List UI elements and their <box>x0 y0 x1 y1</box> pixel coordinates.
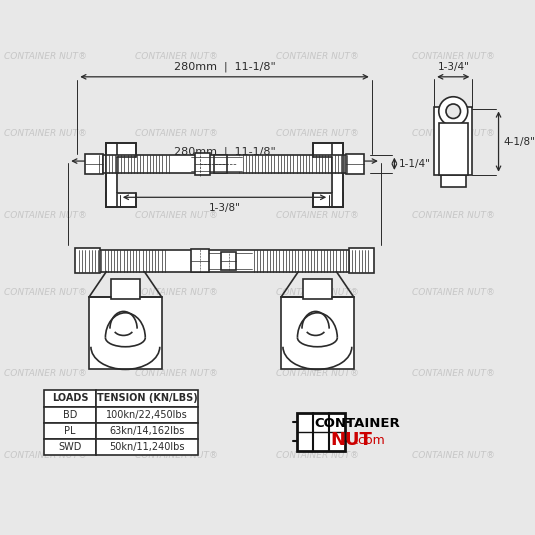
Bar <box>44 439 96 455</box>
Text: CONTAINER NUT®: CONTAINER NUT® <box>412 370 495 378</box>
Bar <box>96 390 198 407</box>
Text: 50kn/11,240lbs: 50kn/11,240lbs <box>109 442 185 452</box>
Bar <box>78 250 372 272</box>
Bar <box>434 106 472 174</box>
Text: BD: BD <box>63 410 77 419</box>
Text: CONTAINER NUT®: CONTAINER NUT® <box>135 451 218 460</box>
Bar <box>85 154 103 174</box>
Text: CONTAINER NUT®: CONTAINER NUT® <box>135 288 218 297</box>
Text: PL: PL <box>64 426 76 436</box>
Bar <box>332 143 343 207</box>
Text: CONTAINER NUT®: CONTAINER NUT® <box>276 451 359 460</box>
Text: 4-1/8": 4-1/8" <box>503 136 535 147</box>
Bar <box>44 390 96 407</box>
Text: CONTAINER NUT®: CONTAINER NUT® <box>4 52 87 62</box>
Text: CONTAINER NUT®: CONTAINER NUT® <box>276 129 359 139</box>
Text: CONTAINER NUT®: CONTAINER NUT® <box>135 129 218 139</box>
Bar <box>96 407 198 423</box>
Text: LOADS: LOADS <box>52 393 88 403</box>
Bar <box>297 413 345 451</box>
Bar <box>89 297 162 369</box>
Text: 280mm  |  11-1/8": 280mm | 11-1/8" <box>174 146 276 157</box>
Text: CONTAINER NUT®: CONTAINER NUT® <box>412 129 495 139</box>
Text: TENSION (KN/LBS): TENSION (KN/LBS) <box>97 393 197 403</box>
Text: CONTAINER NUT®: CONTAINER NUT® <box>135 211 218 220</box>
Bar <box>214 155 227 173</box>
Circle shape <box>439 97 468 126</box>
Bar <box>97 155 352 173</box>
Text: CONTAINER NUT®: CONTAINER NUT® <box>412 451 495 460</box>
Text: CONTAINER NUT®: CONTAINER NUT® <box>135 52 218 62</box>
Bar <box>349 248 374 273</box>
Bar <box>44 423 96 439</box>
Text: 280mm  |  11-1/8": 280mm | 11-1/8" <box>174 62 276 72</box>
Circle shape <box>446 104 461 118</box>
Bar <box>190 249 209 272</box>
Text: 1-1/4": 1-1/4" <box>399 159 431 169</box>
Text: CONTAINER NUT®: CONTAINER NUT® <box>4 129 87 139</box>
Bar <box>74 248 100 273</box>
Text: NUT: NUT <box>330 431 372 449</box>
Bar <box>44 407 96 423</box>
Bar <box>200 253 252 269</box>
Bar <box>106 193 136 207</box>
Bar <box>96 439 198 455</box>
Text: CONTAINER NUT®: CONTAINER NUT® <box>4 370 87 378</box>
Bar <box>346 154 364 174</box>
Bar <box>439 123 468 174</box>
Text: CONTAINER NUT®: CONTAINER NUT® <box>4 211 87 220</box>
Text: 1-3/8": 1-3/8" <box>209 203 240 213</box>
Text: CONTAINER NUT®: CONTAINER NUT® <box>4 288 87 297</box>
Text: CONTAINER NUT®: CONTAINER NUT® <box>135 370 218 378</box>
Bar <box>190 157 242 171</box>
Bar <box>195 153 210 174</box>
Text: 63kn/14,162lbs: 63kn/14,162lbs <box>109 426 185 436</box>
Text: .com: .com <box>355 434 385 447</box>
Bar <box>111 279 140 299</box>
Bar <box>313 143 343 157</box>
Bar <box>313 193 343 207</box>
Text: CONTAINER NUT®: CONTAINER NUT® <box>412 211 495 220</box>
Text: CONTAINER NUT®: CONTAINER NUT® <box>412 288 495 297</box>
Text: 1-3/4": 1-3/4" <box>437 62 469 72</box>
Text: CONTAINER NUT®: CONTAINER NUT® <box>276 288 359 297</box>
Text: CONTAINER NUT®: CONTAINER NUT® <box>276 52 359 62</box>
Text: CONTAINER NUT®: CONTAINER NUT® <box>4 451 87 460</box>
Text: CONTAINER NUT®: CONTAINER NUT® <box>276 211 359 220</box>
Bar <box>221 251 236 270</box>
Bar <box>281 297 354 369</box>
Text: CONTAINER NUT®: CONTAINER NUT® <box>412 52 495 62</box>
Bar <box>303 279 332 299</box>
Bar <box>96 423 198 439</box>
Text: CONTAINER NUT®: CONTAINER NUT® <box>276 370 359 378</box>
Bar <box>440 174 466 187</box>
Bar <box>313 157 332 193</box>
Bar <box>106 143 117 207</box>
Text: 100kn/22,450lbs: 100kn/22,450lbs <box>106 410 188 419</box>
Text: SWD: SWD <box>58 442 82 452</box>
Text: CONTAINER: CONTAINER <box>315 417 400 430</box>
Bar <box>106 143 136 157</box>
Bar <box>117 157 136 193</box>
